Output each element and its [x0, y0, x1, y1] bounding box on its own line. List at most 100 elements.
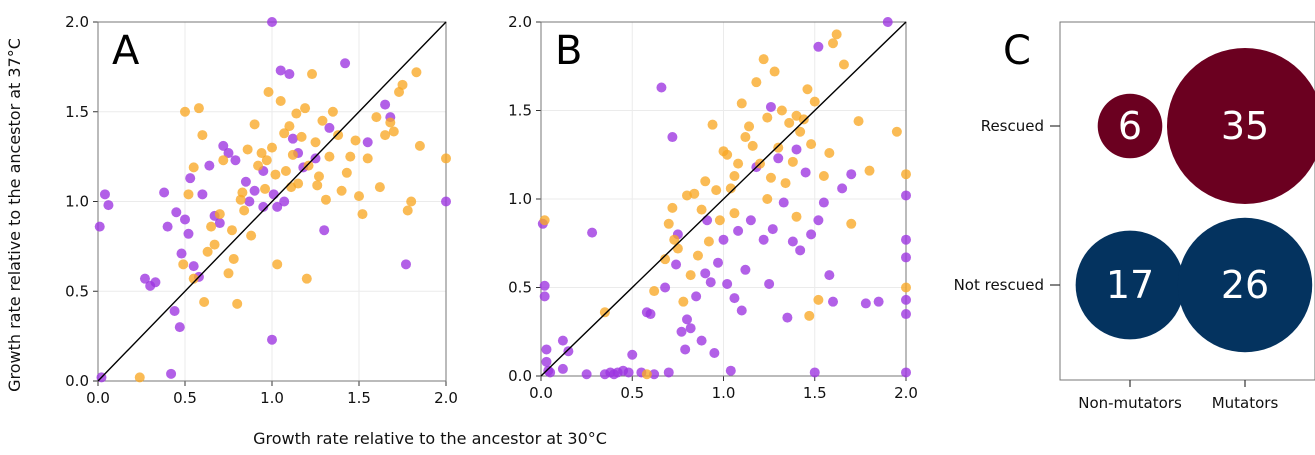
panel-label: B: [555, 28, 582, 74]
data-point-purple: [901, 294, 911, 305]
panel-c-bubble: Not rescued Rescued Non-mutators Mutators 6 3…: [954, 21, 1315, 412]
data-point-purple: [279, 196, 290, 207]
data-point-orange: [539, 215, 550, 226]
data-point-orange: [818, 170, 829, 181]
data-point-purple: [223, 148, 234, 159]
data-point-purple: [258, 201, 269, 212]
data-point-purple: [725, 365, 736, 376]
data-point-purple: [268, 189, 279, 200]
data-point-orange: [263, 87, 274, 98]
data-point-orange: [406, 196, 417, 207]
data-point-orange: [828, 38, 838, 49]
data-point-orange: [270, 169, 281, 180]
data-point-orange: [301, 273, 312, 284]
data-point-orange: [333, 130, 344, 141]
data-point-orange: [729, 170, 740, 181]
data-point-orange: [809, 96, 820, 107]
data-point-purple: [557, 335, 568, 346]
data-point-purple: [901, 309, 911, 320]
data-point-purple: [539, 280, 550, 291]
data-point-orange: [209, 239, 220, 250]
data-point-orange: [798, 114, 809, 125]
data-point-purple: [441, 196, 451, 207]
data-point-orange: [729, 208, 740, 219]
x-tick-label: 0.5: [173, 389, 197, 407]
data-point-purple: [197, 189, 208, 200]
data-point-purple: [901, 234, 911, 245]
data-point-purple: [901, 367, 911, 378]
data-point-orange: [765, 172, 776, 183]
data-point-purple: [791, 144, 802, 155]
data-point-purple: [340, 58, 351, 69]
bubble-value-label: 35: [1221, 104, 1269, 148]
data-point-purple: [733, 225, 744, 236]
data-point-purple: [267, 334, 277, 345]
data-point-orange: [272, 259, 283, 270]
data-point-purple: [400, 259, 411, 270]
identity-line: [97, 21, 447, 382]
data-point-purple: [800, 167, 811, 178]
data-point-orange: [740, 132, 751, 143]
data-point-orange: [663, 218, 674, 229]
y-tick-label: 1.0: [65, 193, 89, 211]
data-point-purple: [696, 335, 707, 346]
data-point-orange: [678, 296, 689, 307]
data-point-orange: [751, 77, 762, 88]
data-point-orange: [260, 183, 271, 194]
data-point-orange: [327, 106, 338, 117]
data-point-orange: [824, 147, 835, 158]
data-point-orange: [256, 148, 267, 159]
data-point-orange: [284, 121, 295, 132]
y-category-label: Not rescued: [954, 276, 1044, 294]
data-point-orange: [806, 139, 817, 150]
data-point-orange: [736, 98, 747, 109]
x-tick-label: 0.0: [529, 384, 553, 402]
data-point-purple: [627, 349, 638, 360]
data-point-purple: [882, 17, 893, 27]
data-point-orange: [853, 116, 864, 127]
data-point-orange: [324, 151, 335, 162]
data-point-orange: [350, 135, 361, 146]
data-point-orange: [780, 178, 791, 189]
x-tick-label: 0.5: [620, 384, 644, 402]
data-point-purple: [581, 369, 592, 380]
data-point-purple: [828, 296, 838, 307]
data-point-orange: [703, 236, 714, 247]
x-tick-label: 1.0: [712, 384, 736, 402]
data-point-purple: [563, 346, 574, 357]
data-point-orange: [689, 188, 700, 199]
data-point-purple: [230, 155, 241, 166]
data-point-orange: [317, 115, 328, 126]
data-point-orange: [362, 153, 373, 164]
y-tick-label: 2.0: [65, 13, 89, 31]
data-point-purple: [587, 227, 598, 238]
data-point-purple: [837, 183, 848, 194]
data-point-purple: [362, 137, 373, 148]
panel-label: C: [1003, 28, 1031, 74]
data-point-orange: [193, 103, 204, 114]
data-point-orange: [411, 67, 422, 78]
data-point-orange: [791, 211, 802, 222]
data-point-orange: [249, 119, 260, 130]
bubble: [1177, 217, 1313, 353]
data-point-purple: [773, 153, 784, 164]
data-point-orange: [313, 171, 324, 182]
data-point-orange: [267, 142, 277, 153]
data-point-orange: [838, 59, 849, 70]
data-point-purple: [671, 259, 682, 270]
data-point-orange: [261, 155, 272, 166]
panel-a-scatter: 0.0 0.5 1.0 1.5 2.0 0.0 0.5 1.0 1.5 2.0 A: [65, 13, 458, 407]
data-point-purple: [319, 225, 330, 236]
x-tick-label: 1.5: [347, 389, 371, 407]
bubble-value-label: 17: [1106, 263, 1154, 307]
data-point-orange: [371, 112, 382, 123]
data-point-orange: [202, 246, 213, 257]
data-point-orange: [242, 144, 253, 155]
data-point-purple: [873, 296, 884, 307]
data-point-purple: [813, 41, 824, 52]
data-point-purple: [806, 229, 817, 240]
data-point-purple: [623, 367, 634, 378]
data-point-orange: [336, 185, 347, 196]
data-point-orange: [232, 298, 243, 309]
data-point-orange: [441, 153, 451, 164]
